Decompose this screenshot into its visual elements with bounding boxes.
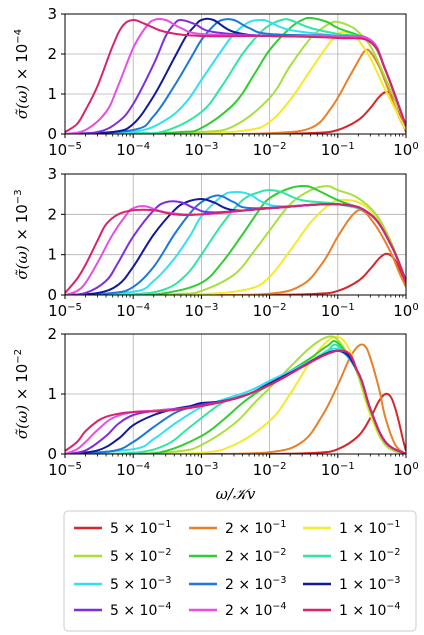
series-line-4 xyxy=(65,335,406,454)
legend-label: 1 × 10−3 xyxy=(339,575,400,593)
legend-item-10: 5 × 10−4 xyxy=(74,601,171,619)
y-tick-label: 2 xyxy=(47,325,57,343)
x-tick-label: 10−1 xyxy=(321,141,355,159)
legend-item-8: 2 × 10−3 xyxy=(189,575,286,593)
series-line-1 xyxy=(65,392,406,454)
legend-label: 5 × 10−1 xyxy=(110,519,171,537)
legend-item-5: 2 × 10−2 xyxy=(189,547,286,565)
x-tick-label: 10−1 xyxy=(321,461,355,479)
x-ticks xyxy=(64,295,407,299)
x-ticks xyxy=(64,134,407,138)
x-tick-label: 10−2 xyxy=(253,461,287,479)
x-tick-label: 100 xyxy=(393,461,418,479)
x-tick-label: 10−3 xyxy=(184,302,218,320)
y-tick-label: 2 xyxy=(47,45,57,63)
x-ticks xyxy=(64,454,407,458)
panel-1: 10−5 10−4 10−3 10−2 10−1 100 0 1 2 3 σ̃(ω) × 10−4 xyxy=(13,5,419,159)
legend-item-1: 5 × 10−1 xyxy=(74,519,171,537)
panel-3: 10−5 10−4 10−3 10−2 10−1 100 0 1 2 σ̃(ω) × 10−2 ω/… xyxy=(13,325,419,503)
x-tick-label: 10−3 xyxy=(184,141,218,159)
x-axis-label: ω/𝒦v xyxy=(216,485,256,503)
legend-item-4: 5 × 10−2 xyxy=(74,547,171,565)
legend-item-2: 2 × 10−1 xyxy=(189,519,286,537)
x-tick-label: 10−2 xyxy=(253,141,287,159)
legend-label: 5 × 10−2 xyxy=(110,547,171,565)
x-tick-label: 100 xyxy=(393,141,418,159)
y-tick-label: 1 xyxy=(47,246,57,264)
series-line-11 xyxy=(65,203,406,295)
legend-label: 2 × 10−1 xyxy=(225,519,286,537)
grid xyxy=(64,333,407,455)
legend-frame xyxy=(63,510,417,632)
series-group xyxy=(65,16,406,134)
y-tick-label: 3 xyxy=(47,165,57,183)
y-axis-label: σ̃(ω) × 10−2 xyxy=(13,349,31,439)
series-line-1 xyxy=(65,252,406,295)
series-line-12 xyxy=(65,203,406,294)
legend-item-12: 1 × 10−4 xyxy=(303,601,400,619)
series-line-3 xyxy=(65,30,406,134)
legend-item-3: 1 × 10−1 xyxy=(303,519,400,537)
legend-item-7: 5 × 10−3 xyxy=(74,575,171,593)
x-tick-label: 10−4 xyxy=(116,141,150,159)
y-tick-label: 2 xyxy=(47,205,57,223)
x-tick-label: 10−5 xyxy=(48,461,82,479)
y-tick-label: 0 xyxy=(47,286,57,304)
plot-frame xyxy=(64,13,407,135)
series-group xyxy=(65,335,406,454)
legend-label: 1 × 10−4 xyxy=(339,601,400,619)
series-line-11 xyxy=(65,17,406,134)
legend-item-11: 2 × 10−4 xyxy=(189,601,286,619)
y-axis-label: σ̃(ω) × 10−4 xyxy=(13,29,31,119)
legend-label: 5 × 10−3 xyxy=(110,575,171,593)
y-tick-label: 1 xyxy=(47,385,57,403)
y-tick-label: 0 xyxy=(47,445,57,463)
series-line-12 xyxy=(65,349,406,454)
panel-2: 10−5 10−4 10−3 10−2 10−1 100 0 1 2 3 σ̃(ω) × 10−3 xyxy=(13,165,419,320)
legend-label: 5 × 10−4 xyxy=(110,601,171,619)
legend-label: 1 × 10−2 xyxy=(339,547,400,565)
y-tick-label: 3 xyxy=(47,5,57,23)
series-line-12 xyxy=(65,18,406,133)
legend-label: 2 × 10−4 xyxy=(225,601,286,619)
y-axis-label: σ̃(ω) × 10−3 xyxy=(13,189,31,279)
y-tick-label: 0 xyxy=(47,125,57,143)
x-tick-label: 10−5 xyxy=(48,141,82,159)
x-tick-label: 10−3 xyxy=(184,461,218,479)
legend-item-9: 1 × 10−3 xyxy=(303,575,400,593)
x-tick-label: 10−5 xyxy=(48,302,82,320)
y-tick-label: 1 xyxy=(47,85,57,103)
legend-item-6: 1 × 10−2 xyxy=(303,547,400,565)
x-tick-label: 10−1 xyxy=(321,302,355,320)
plot-frame xyxy=(64,173,407,296)
x-tick-label: 10−2 xyxy=(253,302,287,320)
legend-label: 2 × 10−2 xyxy=(225,547,286,565)
x-tick-label: 100 xyxy=(393,302,418,320)
series-line-1 xyxy=(65,90,406,134)
x-tick-label: 10−4 xyxy=(116,461,150,479)
legend: 5 × 10−1 2 × 10−1 1 × 10−1 5 × 10−2 2 × 10−2… xyxy=(63,510,417,632)
legend-label: 1 × 10−1 xyxy=(339,519,400,537)
x-tick-label: 10−4 xyxy=(116,302,150,320)
series-group xyxy=(65,184,406,295)
series-line-4 xyxy=(65,185,406,295)
legend-label: 2 × 10−3 xyxy=(225,575,286,593)
